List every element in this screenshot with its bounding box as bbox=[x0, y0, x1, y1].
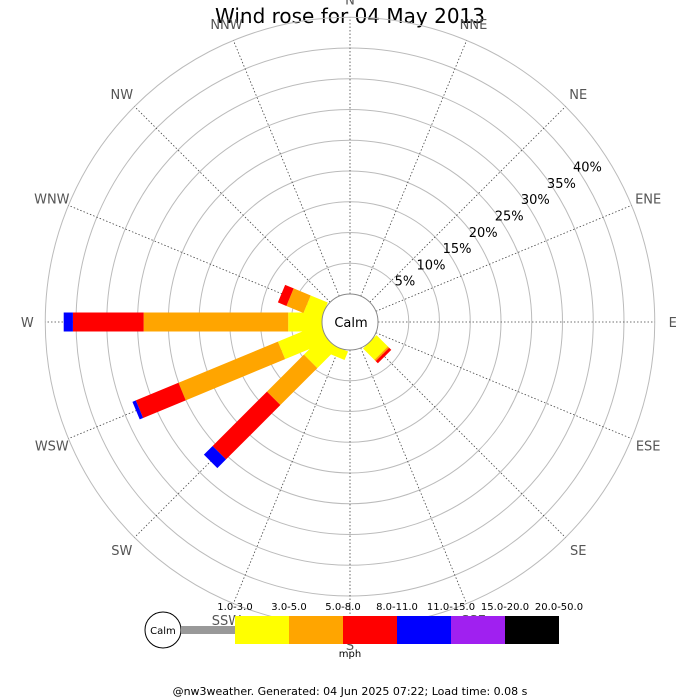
direction-spoke bbox=[369, 106, 566, 303]
footer-text: @nw3weather. Generated: 04 Jun 2025 07:2… bbox=[173, 685, 528, 698]
direction-label-nne: NNE bbox=[460, 18, 488, 33]
direction-spoke bbox=[369, 341, 566, 538]
calm-label: Calm bbox=[334, 316, 367, 331]
legend-label-6: 20.0-50.0 bbox=[535, 602, 583, 613]
legend-label-3: 8.0-11.0 bbox=[376, 602, 418, 613]
wind-bars bbox=[63, 284, 392, 469]
calm-circle-group: Calm bbox=[321, 293, 379, 351]
direction-label-ne: NE bbox=[569, 88, 587, 103]
direction-label-nw: NW bbox=[110, 88, 133, 103]
percent-label: 10% bbox=[417, 258, 446, 273]
legend-calm-label: Calm bbox=[150, 626, 176, 637]
direction-label-w: W bbox=[21, 316, 34, 331]
direction-spoke bbox=[375, 205, 632, 312]
direction-label-nnw: NNW bbox=[210, 18, 242, 33]
direction-spoke bbox=[233, 347, 340, 604]
legend-swatch-1 bbox=[235, 616, 289, 644]
percent-label: 40% bbox=[573, 161, 602, 176]
direction-label-s: S bbox=[346, 639, 354, 654]
bar-segment-wnw-1 bbox=[303, 295, 328, 321]
direction-labels: NNNENEENEEESESESSESSSWSWWSWWWNWNWNNW bbox=[21, 0, 677, 654]
bar-segment-se-2 bbox=[374, 346, 390, 362]
legend-swatch-5 bbox=[451, 616, 505, 644]
direction-label-ssw: SSW bbox=[212, 614, 242, 629]
legend-label-1: 3.0-5.0 bbox=[271, 602, 306, 613]
bar-segment-wnw-3 bbox=[277, 284, 294, 306]
legend-swatch-6 bbox=[505, 616, 559, 644]
bar-segment-wsw-4 bbox=[132, 400, 144, 420]
legend-swatch-3 bbox=[343, 616, 397, 644]
direction-label-ene: ENE bbox=[635, 192, 661, 207]
direction-label-sw: SW bbox=[111, 544, 132, 559]
direction-spoke bbox=[233, 40, 340, 297]
direction-spoke bbox=[375, 332, 632, 439]
bar-segment-wsw-1 bbox=[277, 323, 328, 360]
direction-label-ese: ESE bbox=[636, 440, 661, 455]
legend-label-4: 11.0-15.0 bbox=[427, 602, 475, 613]
speed-legend: Calm mph 1.0-3.0 3.0-5.0 5.0-8.0 8.0-11.0 11… bbox=[144, 602, 583, 660]
bar-segment-se-3 bbox=[375, 347, 392, 364]
percent-label: 35% bbox=[547, 177, 576, 192]
percent-label: 25% bbox=[495, 210, 524, 225]
bar-segment-wsw-3 bbox=[135, 382, 186, 418]
legend-label-0: 1.0-3.0 bbox=[217, 602, 252, 613]
legend-swatch-4 bbox=[397, 616, 451, 644]
calm-circle bbox=[321, 293, 379, 351]
bar-segment-sw-2 bbox=[266, 354, 318, 406]
direction-label-e: E bbox=[669, 316, 677, 331]
direction-spoke bbox=[134, 106, 331, 303]
legend-swatch-2 bbox=[289, 616, 343, 644]
percent-label: 15% bbox=[443, 242, 472, 257]
direction-label-se: SE bbox=[570, 544, 586, 559]
percent-labels: 5%10%15%20%25% 30%35%40% bbox=[395, 161, 602, 290]
direction-label-wnw: WNW bbox=[34, 192, 70, 207]
bar-segment-w-4 bbox=[63, 312, 73, 332]
bar-segment-wsw-2 bbox=[178, 341, 286, 401]
legend-label-2: 5.0-8.0 bbox=[325, 602, 360, 613]
bar-segment-w-1 bbox=[288, 312, 322, 332]
legend-swatch-0 bbox=[181, 626, 235, 634]
bar-segment-wnw-2 bbox=[286, 288, 311, 313]
legend-label-5: 15.0-20.0 bbox=[481, 602, 529, 613]
percent-label: 5% bbox=[395, 275, 416, 290]
legend-unit: mph bbox=[339, 649, 361, 660]
bar-segment-w-2 bbox=[143, 312, 289, 332]
direction-spoke bbox=[360, 40, 467, 297]
percent-label: 30% bbox=[521, 193, 550, 208]
direction-spoke bbox=[360, 347, 467, 604]
bar-segment-sw-1 bbox=[303, 335, 337, 369]
bar-segment-se-1 bbox=[363, 335, 388, 360]
bar-segment-w-3 bbox=[72, 312, 144, 332]
percent-label: 20% bbox=[469, 226, 498, 241]
bar-segment-sw-4 bbox=[203, 445, 227, 469]
direction-label-n: N bbox=[345, 0, 355, 8]
direction-label-wsw: WSW bbox=[35, 440, 69, 455]
bar-segment-sw-3 bbox=[212, 391, 281, 460]
